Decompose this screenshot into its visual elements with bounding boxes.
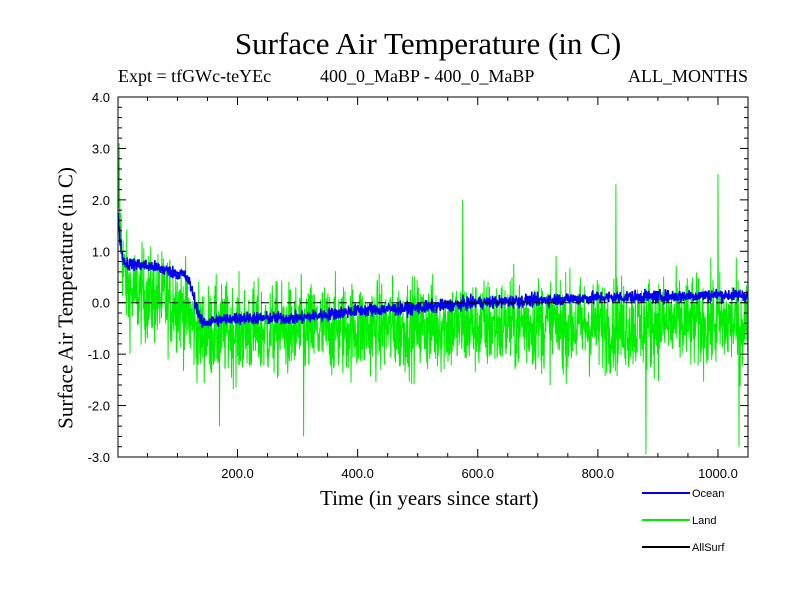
legend-label-ocean: Ocean [692,488,724,500]
x-axis-label: Time (in years since start) [320,486,539,510]
months-label: ALL_MONTHS [628,66,748,86]
x-tick-label: 600.0 [461,466,494,481]
series-layer [117,143,749,455]
experiment-label: Expt = tfGWc-teYEc [118,66,272,86]
y-tick-label: 4.0 [92,90,110,105]
x-tick-label: 200.0 [221,466,254,481]
series-line-ocean [117,212,749,328]
y-tick-label: -3.0 [88,450,110,465]
y-tick-label: 2.0 [92,193,110,208]
legend-label-land: Land [692,515,716,527]
y-tick-label: 1.0 [92,244,110,259]
legend-layer: Ocean Land AllSurf [642,488,725,554]
x-tick-label: 400.0 [341,466,374,481]
y-tick-label: -2.0 [88,399,110,414]
legend-label-allsurf: AllSurf [692,542,725,554]
period-label: 400_0_MaBP - 400_0_MaBP [320,66,535,86]
x-tick-label: 800.0 [582,466,615,481]
y-tick-label: 0.0 [92,296,110,311]
chart-title: Surface Air Temperature (in C) [234,26,622,61]
series-line-land [117,143,749,455]
y-tick-label: -1.0 [88,347,110,362]
x-tick-label: 1000.0 [698,466,738,481]
plot-frame [117,96,749,458]
axis-layer: 200.0 400.0 600.0 800.0 1000.0 -3.0 -2.0 -1.0 0.… [88,90,749,481]
y-tick-label: 3.0 [92,141,110,156]
